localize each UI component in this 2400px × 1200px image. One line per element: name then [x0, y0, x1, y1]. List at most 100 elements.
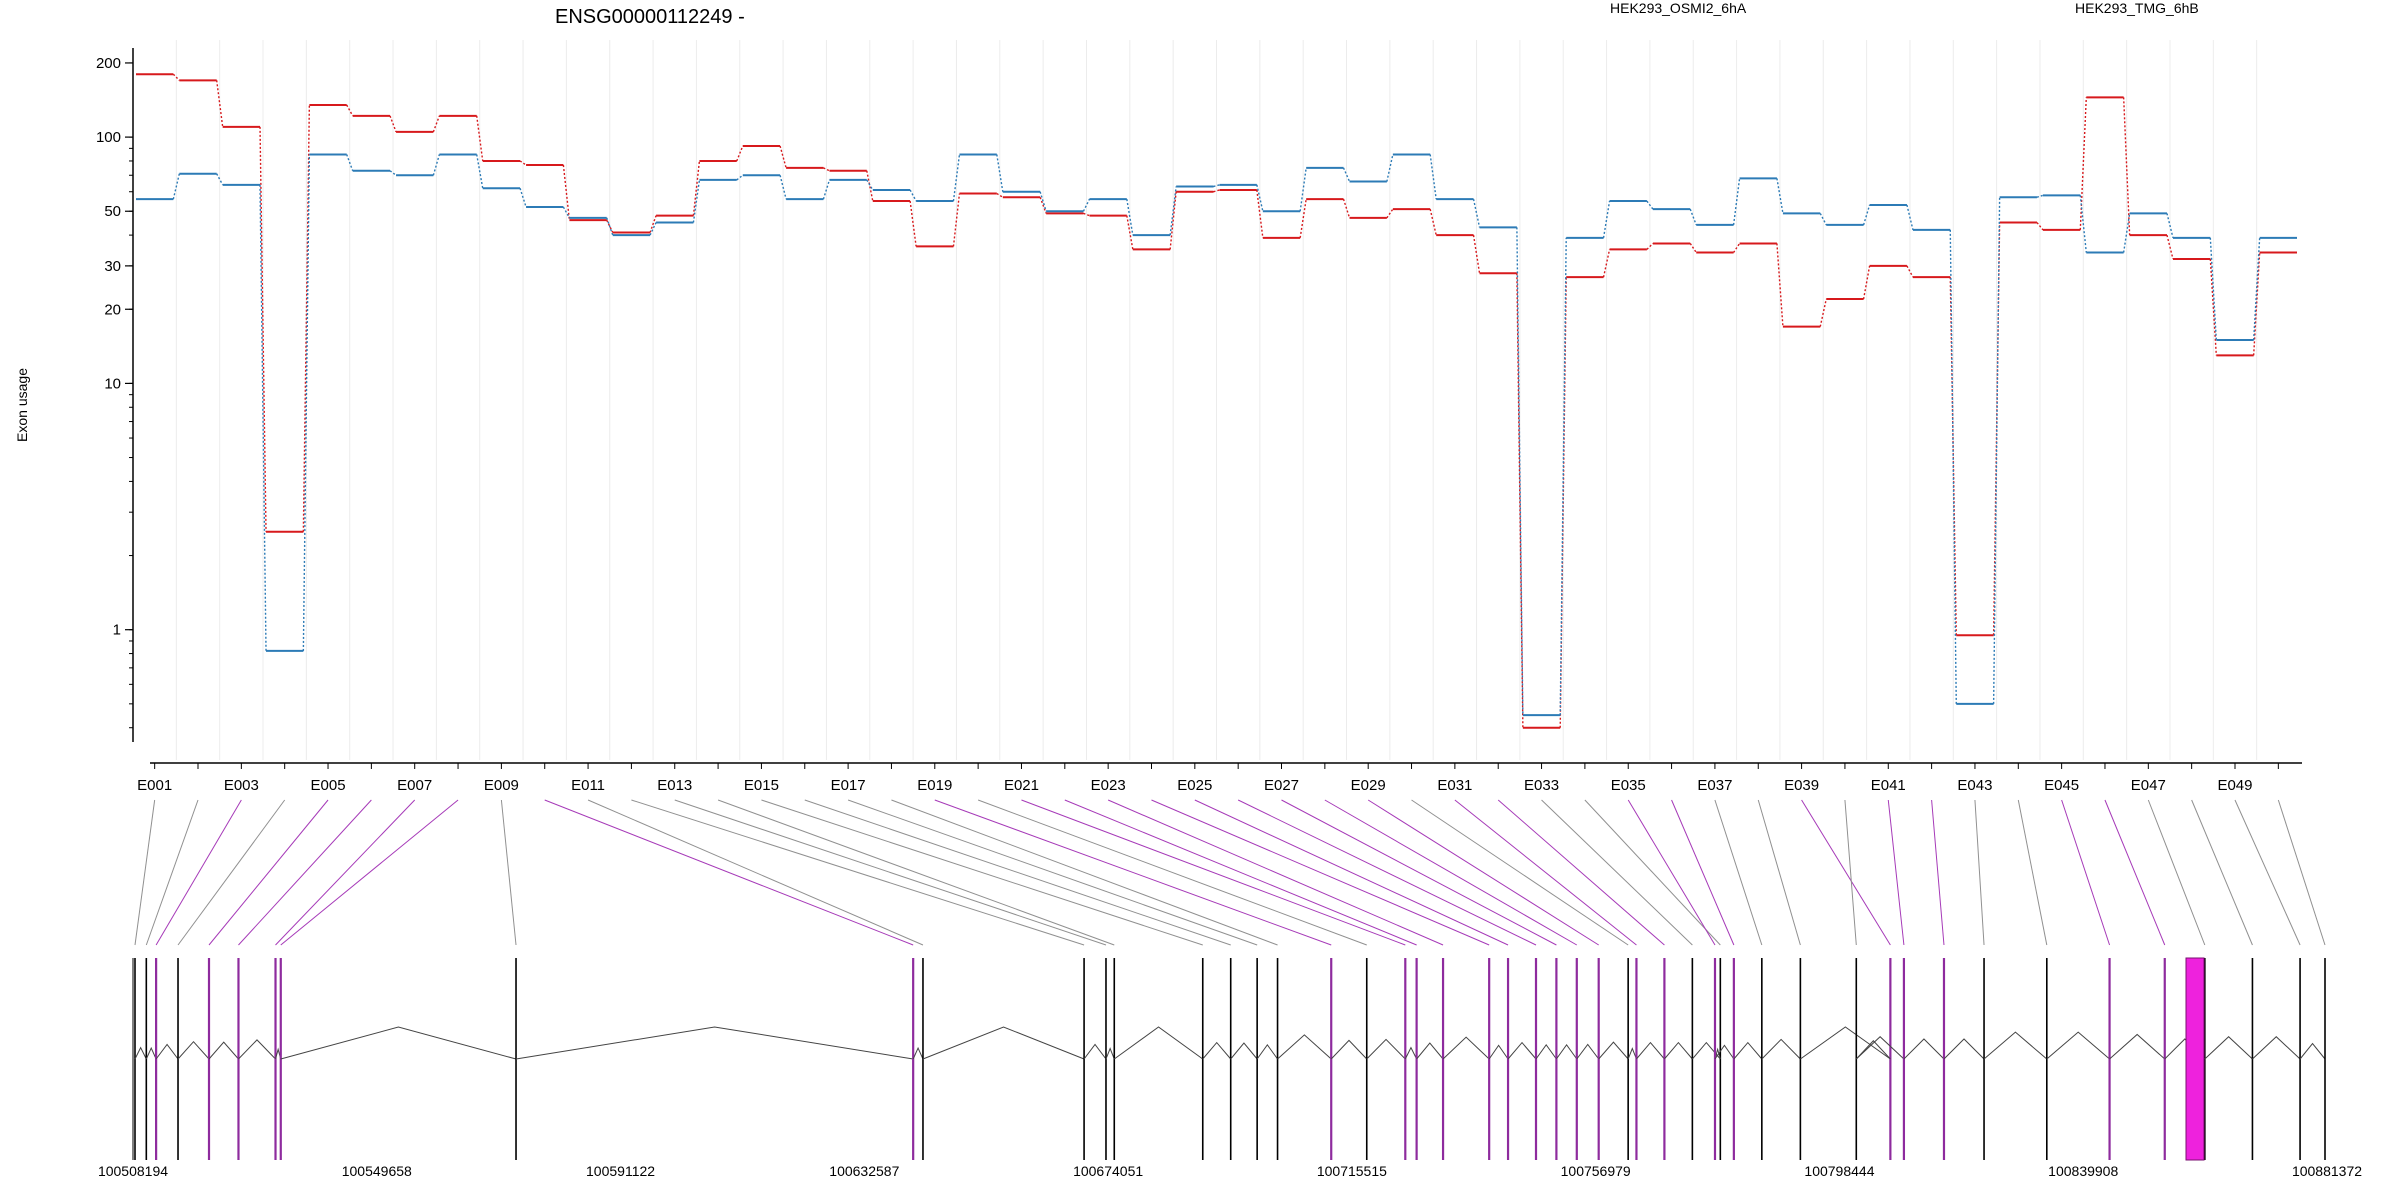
exon-usage-connector: [1906, 204, 1914, 231]
genomic-coordinate-label: 100839908: [2048, 1163, 2118, 1179]
exon-connector: [2234, 799, 2301, 946]
intron-line: [155, 1043, 179, 1060]
exon-connector: [1151, 799, 1490, 946]
intron-line: [912, 1046, 924, 1060]
exon-usage-connector: [1776, 243, 1784, 327]
exon-label: E019: [917, 777, 952, 794]
intron-line: [1488, 1044, 1509, 1060]
exon-connector: [1367, 799, 1599, 946]
exon-connector: [1757, 799, 1801, 946]
exon-label: E049: [2217, 777, 2252, 794]
exon-connector: [1627, 799, 1716, 946]
exon-label: E021: [1004, 777, 1039, 794]
y-tick-label: 1: [113, 622, 121, 639]
intron-line: [2109, 1033, 2166, 1060]
y-tick-label: 200: [96, 55, 121, 72]
exon-connector: [891, 799, 1278, 946]
exon-connector: [1584, 799, 1721, 946]
exon-usage-connector: [1429, 208, 1437, 236]
intron-line: [1800, 1026, 1891, 1060]
intron-line: [1761, 1038, 1801, 1060]
exon-connector: [145, 799, 199, 946]
exon-connector: [1194, 799, 1509, 946]
exon-usage-connector: [1949, 229, 1957, 704]
exon-connector: [1324, 799, 1578, 946]
exon-usage-connector: [2252, 237, 2261, 341]
intron-line: [1627, 1047, 1637, 1060]
intron-line: [177, 1040, 210, 1060]
exon-label: E023: [1091, 777, 1126, 794]
exon-block-highlight: [2185, 957, 2205, 1161]
intron-line: [2046, 1031, 2110, 1060]
exon-usage-connector: [1646, 242, 1654, 250]
exon-label: E005: [311, 777, 346, 794]
exon-connector: [1497, 799, 1665, 946]
intron-line: [1083, 1043, 1107, 1060]
exon-connector: [631, 799, 1085, 946]
exon-connector: [934, 799, 1332, 946]
intron-line: [515, 1026, 914, 1060]
exon-usage-connector: [1386, 208, 1394, 219]
exon-usage-connector: [432, 115, 441, 133]
exon-usage-connector: [1213, 189, 1220, 193]
exon-usage-connector: [1386, 154, 1394, 182]
intron-line: [922, 1026, 1085, 1060]
intron-line: [1943, 1038, 1985, 1060]
exon-usage-connector: [1862, 204, 1871, 226]
exon-connector: [1237, 799, 1537, 946]
y-axis-label: Exon usage: [14, 368, 30, 442]
exon-usage-connector: [1819, 298, 1827, 327]
exon-connector: [1021, 799, 1406, 946]
intron-line: [1404, 1046, 1418, 1060]
intron-line: [1507, 1041, 1537, 1060]
exon-usage-connector: [476, 115, 484, 162]
intron-line: [2299, 1042, 2326, 1060]
intron-line: [280, 1026, 517, 1060]
exon-label: E007: [397, 777, 432, 794]
intron-line: [1416, 1042, 1444, 1060]
exon-usage-connector: [1992, 197, 2001, 704]
exon-label: E029: [1351, 777, 1386, 794]
exon-usage-connector: [692, 179, 701, 223]
exon-usage-connector: [779, 175, 787, 200]
intron-line: [1277, 1034, 1332, 1060]
exon-usage-connector: [302, 104, 311, 532]
genomic-coordinate-label: 100674051: [1073, 1163, 1143, 1179]
exon-usage-connector: [2166, 234, 2174, 260]
exon-usage-connector: [2036, 194, 2044, 198]
y-tick-label: 20: [104, 301, 121, 318]
intron-line: [1366, 1038, 1406, 1060]
genomic-coordinate-label: 100881372: [2292, 1163, 2362, 1179]
exon-label: E013: [657, 777, 692, 794]
exon-connector: [134, 799, 156, 946]
exon-connector: [804, 799, 1231, 946]
exon-connector: [155, 799, 242, 946]
exon-label: E037: [1697, 777, 1732, 794]
y-tick-label: 10: [104, 375, 121, 392]
exon-usage-connector: [1776, 178, 1784, 214]
exon-connector: [847, 799, 1258, 946]
exon-label: E027: [1264, 777, 1299, 794]
exon-connector: [238, 799, 372, 946]
exon-usage-connector: [866, 170, 874, 202]
exon-connector: [1844, 799, 1857, 946]
exon-usage-connector: [1732, 243, 1741, 253]
exon-label: E003: [224, 777, 259, 794]
exon-usage-connector: [259, 126, 267, 532]
exon-usage-connector: [1429, 154, 1437, 200]
exon-label: E047: [2131, 777, 2166, 794]
exon-connector: [544, 799, 914, 946]
exon-usage-connector: [2122, 213, 2131, 253]
exon-axis: E001 E003 E005 E007 E009 E011 E013 E015 E017 E019…: [137, 762, 2302, 794]
exon-connector: [1671, 799, 1735, 946]
exon-usage-connector: [389, 170, 397, 176]
intron-line: [1598, 1041, 1629, 1060]
exon-connector: [2147, 799, 2206, 946]
exon-label: E039: [1784, 777, 1819, 794]
y-axis: 1 10 20 30 50 100 200: [96, 48, 134, 742]
exon-connector: [2277, 799, 2326, 946]
exon-connector: [674, 799, 1107, 946]
exon-connector: [1931, 799, 1945, 946]
exon-label: E041: [1871, 777, 1906, 794]
